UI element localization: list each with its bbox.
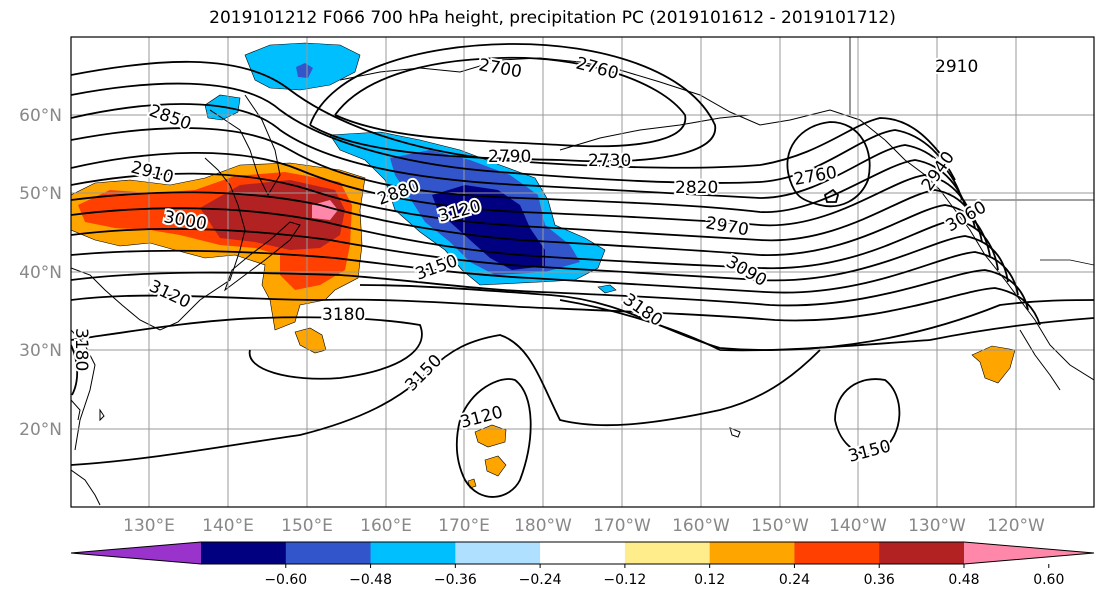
lat-label: 30°N xyxy=(19,341,62,361)
contour-2790 xyxy=(71,60,946,169)
contour-3150-south xyxy=(71,334,821,466)
contour-3060 xyxy=(71,249,1019,296)
colorbar-segment xyxy=(624,542,711,564)
contour-2940 xyxy=(71,172,983,243)
colorbar-segment xyxy=(285,542,372,564)
colorbar-segment xyxy=(709,542,795,564)
contour-2730 xyxy=(309,43,716,163)
coast-kamchatka xyxy=(209,94,281,197)
colorbar-segment xyxy=(370,542,456,564)
colorbar-tick-label: 0.48 xyxy=(948,572,979,588)
contour-3180-far-west xyxy=(71,344,79,396)
lat-label: 20°N xyxy=(19,420,62,440)
contour-2850 xyxy=(71,103,963,201)
positive-patch-east xyxy=(971,345,1016,384)
colorbar-tick-label: 0.12 xyxy=(694,572,725,588)
lon-label: 150°W xyxy=(751,516,809,536)
lon-label: 130°E xyxy=(123,516,175,536)
lon-label: 160°W xyxy=(672,516,730,536)
negative-anomaly-central-core xyxy=(432,185,545,270)
colorbar: −0.60 −0.48 −0.36 −0.24 −0.12 0.12 0.24 0.36 0.4… xyxy=(70,541,1095,588)
lon-label: 180°W xyxy=(514,516,572,536)
colorbar-tick-label: 0.36 xyxy=(864,572,895,588)
negative-anomaly-north-core xyxy=(296,63,313,78)
colorbar-tick-label: −0.24 xyxy=(519,572,562,588)
coast-japan xyxy=(223,221,301,292)
latitude-labels: 60°N 50°N 40°N 30°N 20°N xyxy=(19,106,62,440)
colorbar-segment xyxy=(794,542,880,564)
contour-2760 xyxy=(786,121,871,208)
lon-label: 170°W xyxy=(593,516,651,536)
colorbar-segment xyxy=(540,542,626,564)
contour-3000 xyxy=(71,207,999,271)
contour-3120-south xyxy=(455,378,532,498)
positive-patch-subtropical-c xyxy=(484,455,507,477)
contour-3180-west xyxy=(71,316,423,380)
contour-label: 2820 xyxy=(675,178,718,198)
lon-label: 140°W xyxy=(829,516,887,536)
colorbar-outline xyxy=(70,541,1095,565)
graticule xyxy=(71,37,1094,507)
colorbar-tick-label: −0.12 xyxy=(603,572,646,588)
colorbar-tick-label: −0.36 xyxy=(434,572,477,588)
contour-3030 xyxy=(71,228,1009,283)
contour-2820 xyxy=(71,82,956,184)
lon-label: 130°W xyxy=(908,516,966,536)
coast-philippines xyxy=(71,399,101,506)
contour-3150-east xyxy=(834,378,901,455)
lat-label: 60°N xyxy=(19,106,62,126)
positive-anomaly-west-max xyxy=(200,180,345,250)
lon-label: 120°W xyxy=(987,516,1045,536)
colorbar-tick-label: −0.60 xyxy=(264,572,307,588)
map-title: 2019101212 F066 700 hPa height, precipit… xyxy=(209,8,896,28)
contour-2880 xyxy=(71,127,969,216)
height-contours xyxy=(71,43,1094,498)
coast-china xyxy=(71,329,96,451)
colorbar-segment xyxy=(455,542,541,564)
contour-3180-central xyxy=(559,299,1094,352)
longitude-labels: 130°E 140°E 150°E 160°E 170°E 180°W 170°… xyxy=(123,516,1045,536)
colorbar-segment xyxy=(879,542,965,564)
contour-label: 3180 xyxy=(322,305,365,325)
lon-label: 140°E xyxy=(202,516,254,536)
lon-label: 170°E xyxy=(438,516,490,536)
colorbar-extend-low xyxy=(71,542,201,564)
lat-label: 50°N xyxy=(19,184,62,204)
lon-label: 160°E xyxy=(360,516,412,536)
contour-label: 2730 xyxy=(588,151,631,171)
contour-label: 2910 xyxy=(935,57,978,77)
contour-3090 xyxy=(71,269,1029,311)
colorbar-extend-high xyxy=(964,542,1094,564)
contour-2700 xyxy=(334,56,687,148)
lat-label: 40°N xyxy=(19,263,62,283)
lon-label: 150°E xyxy=(281,516,333,536)
coast-asia xyxy=(71,157,246,331)
positive-patch-subtropical-b xyxy=(474,424,507,448)
contour-3150 xyxy=(359,284,1094,351)
coast-aleutians xyxy=(559,114,751,151)
colorbar-segment xyxy=(201,542,287,564)
coast-baja xyxy=(1019,329,1061,391)
contour-3120 xyxy=(71,287,1041,326)
contour-label: 3180 xyxy=(71,328,91,371)
colorbar-tick-label: 0.24 xyxy=(779,572,810,588)
negative-patch-small xyxy=(597,284,617,294)
coast-taiwan xyxy=(99,408,105,422)
contour-label: 2790 xyxy=(488,147,531,167)
contour-2910 xyxy=(71,151,976,229)
map-frame xyxy=(70,36,1095,508)
contour-2760-low xyxy=(823,188,840,203)
contour-2970 xyxy=(71,191,991,257)
colorbar-tick-label: −0.48 xyxy=(349,572,392,588)
colorbar-tick-label: 0.60 xyxy=(1033,572,1064,588)
coast-hawaii xyxy=(729,427,741,438)
